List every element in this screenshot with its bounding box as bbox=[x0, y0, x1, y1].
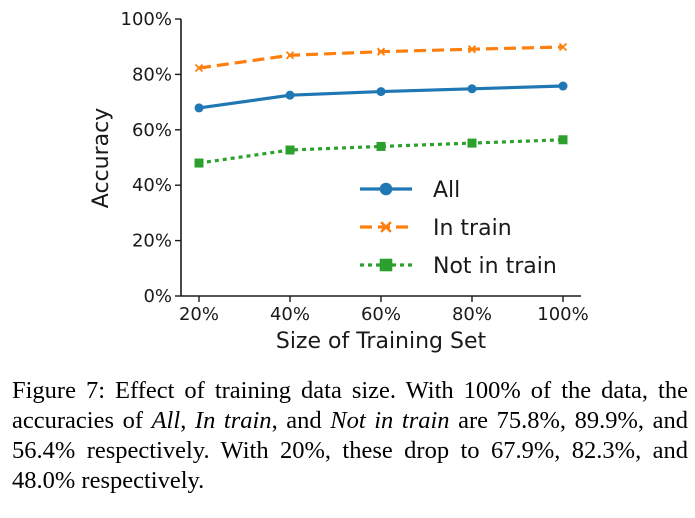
data-point-in-train bbox=[285, 51, 295, 60]
accuracy-line-chart: 0% 20% 40% 60% 80% 100% 20% 40% 60% 80% 100% All In… bbox=[89, 9, 589, 354]
x-tick-label: 80% bbox=[452, 304, 492, 325]
data-point-in-train bbox=[194, 63, 204, 73]
x-tick-label: 60% bbox=[361, 304, 401, 325]
caption-prefix: Figure 7: Effect of training data size. … bbox=[12, 377, 688, 434]
x-axis-label: Size of Training Set bbox=[276, 329, 487, 354]
caption-sep-1: , bbox=[180, 407, 195, 434]
data-point-not-in-train bbox=[285, 145, 295, 155]
y-tick-label: 20% bbox=[132, 231, 172, 252]
caption-suffix: are 75.8%, 89.9%, and 56.4% respectively… bbox=[12, 407, 689, 494]
y-tick-label: 80% bbox=[132, 64, 172, 85]
y-axis-label: Accuracy bbox=[89, 108, 114, 208]
y-tick-label: 100% bbox=[121, 9, 172, 30]
caption-series-not-in-train: Not in train bbox=[330, 407, 450, 434]
x-tick-label: 20% bbox=[179, 304, 219, 325]
data-point-not-in-train bbox=[376, 141, 386, 151]
data-point-in-train bbox=[376, 47, 386, 56]
series-line-not-in-train bbox=[198, 138, 564, 165]
caption-series-all: All bbox=[151, 407, 181, 434]
y-tick-label: 0% bbox=[143, 286, 172, 307]
chart-legend: All In train Not in train bbox=[360, 178, 557, 279]
chart-series bbox=[194, 42, 568, 168]
data-point-not-in-train bbox=[558, 135, 568, 145]
data-point-all bbox=[558, 81, 568, 91]
x-tick-label: 40% bbox=[270, 304, 310, 325]
data-point-in-train bbox=[467, 45, 477, 54]
legend-marker-in-train bbox=[380, 221, 392, 233]
data-point-all bbox=[285, 90, 295, 100]
y-tick-label: 40% bbox=[132, 175, 172, 196]
data-point-all bbox=[194, 103, 204, 113]
data-point-not-in-train bbox=[467, 138, 477, 148]
figure-caption: Figure 7: Effect of training data size. … bbox=[12, 376, 688, 496]
data-point-in-train bbox=[558, 42, 568, 52]
caption-series-in-train: In train bbox=[194, 407, 272, 434]
data-point-not-in-train bbox=[194, 158, 204, 168]
legend-label-not-in-train: Not in train bbox=[433, 254, 557, 279]
legend-marker-all bbox=[379, 182, 393, 196]
legend-label-all: All bbox=[433, 178, 460, 203]
chart-axes: 0% 20% 40% 60% 80% 100% 20% 40% 60% 80% 100% bbox=[121, 9, 589, 325]
series-line-in-train bbox=[198, 45, 564, 70]
data-point-all bbox=[376, 87, 386, 97]
x-tick-label: 100% bbox=[537, 304, 588, 325]
legend-label-in-train: In train bbox=[433, 216, 512, 241]
y-tick-label: 60% bbox=[132, 120, 172, 141]
caption-sep-2: , and bbox=[271, 407, 331, 434]
data-point-all bbox=[467, 84, 477, 94]
legend-marker-not-in-train bbox=[379, 258, 393, 272]
